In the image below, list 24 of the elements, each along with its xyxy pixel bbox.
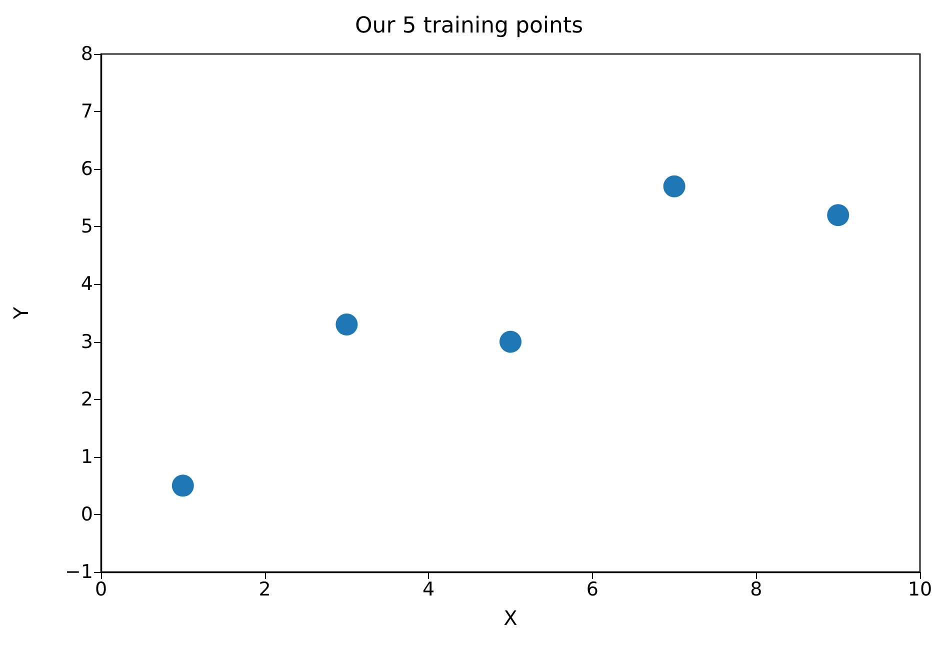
point [336,314,358,336]
y-tick-label: 0 [80,503,93,526]
y-tick-label: 8 [80,43,93,65]
y-tick-label: 7 [80,100,93,123]
y-tick-label: 4 [80,273,93,296]
x-tick-label: 4 [422,578,435,600]
x-tick-label: 2 [258,578,271,600]
y-axis-title: Y [9,306,33,320]
y-tick-label: 1 [80,446,93,468]
x-tick-label: 8 [750,578,762,600]
point [172,474,194,497]
y-tick-label: 6 [80,158,93,180]
x-axis-title: X [504,606,518,630]
point [663,175,686,198]
point [827,204,850,226]
y-tick-label: 2 [80,388,93,410]
x-tick-label: 6 [586,578,598,600]
chart-title: Our 5 training points [354,14,584,38]
y-tick-label: 3 [80,330,93,353]
x-tick-label: 10 [908,578,932,600]
point [500,330,522,353]
y-tick-label: 5 [80,216,93,238]
x-tick-label: 0 [94,578,108,600]
y-tick-label: −1 [64,561,93,583]
